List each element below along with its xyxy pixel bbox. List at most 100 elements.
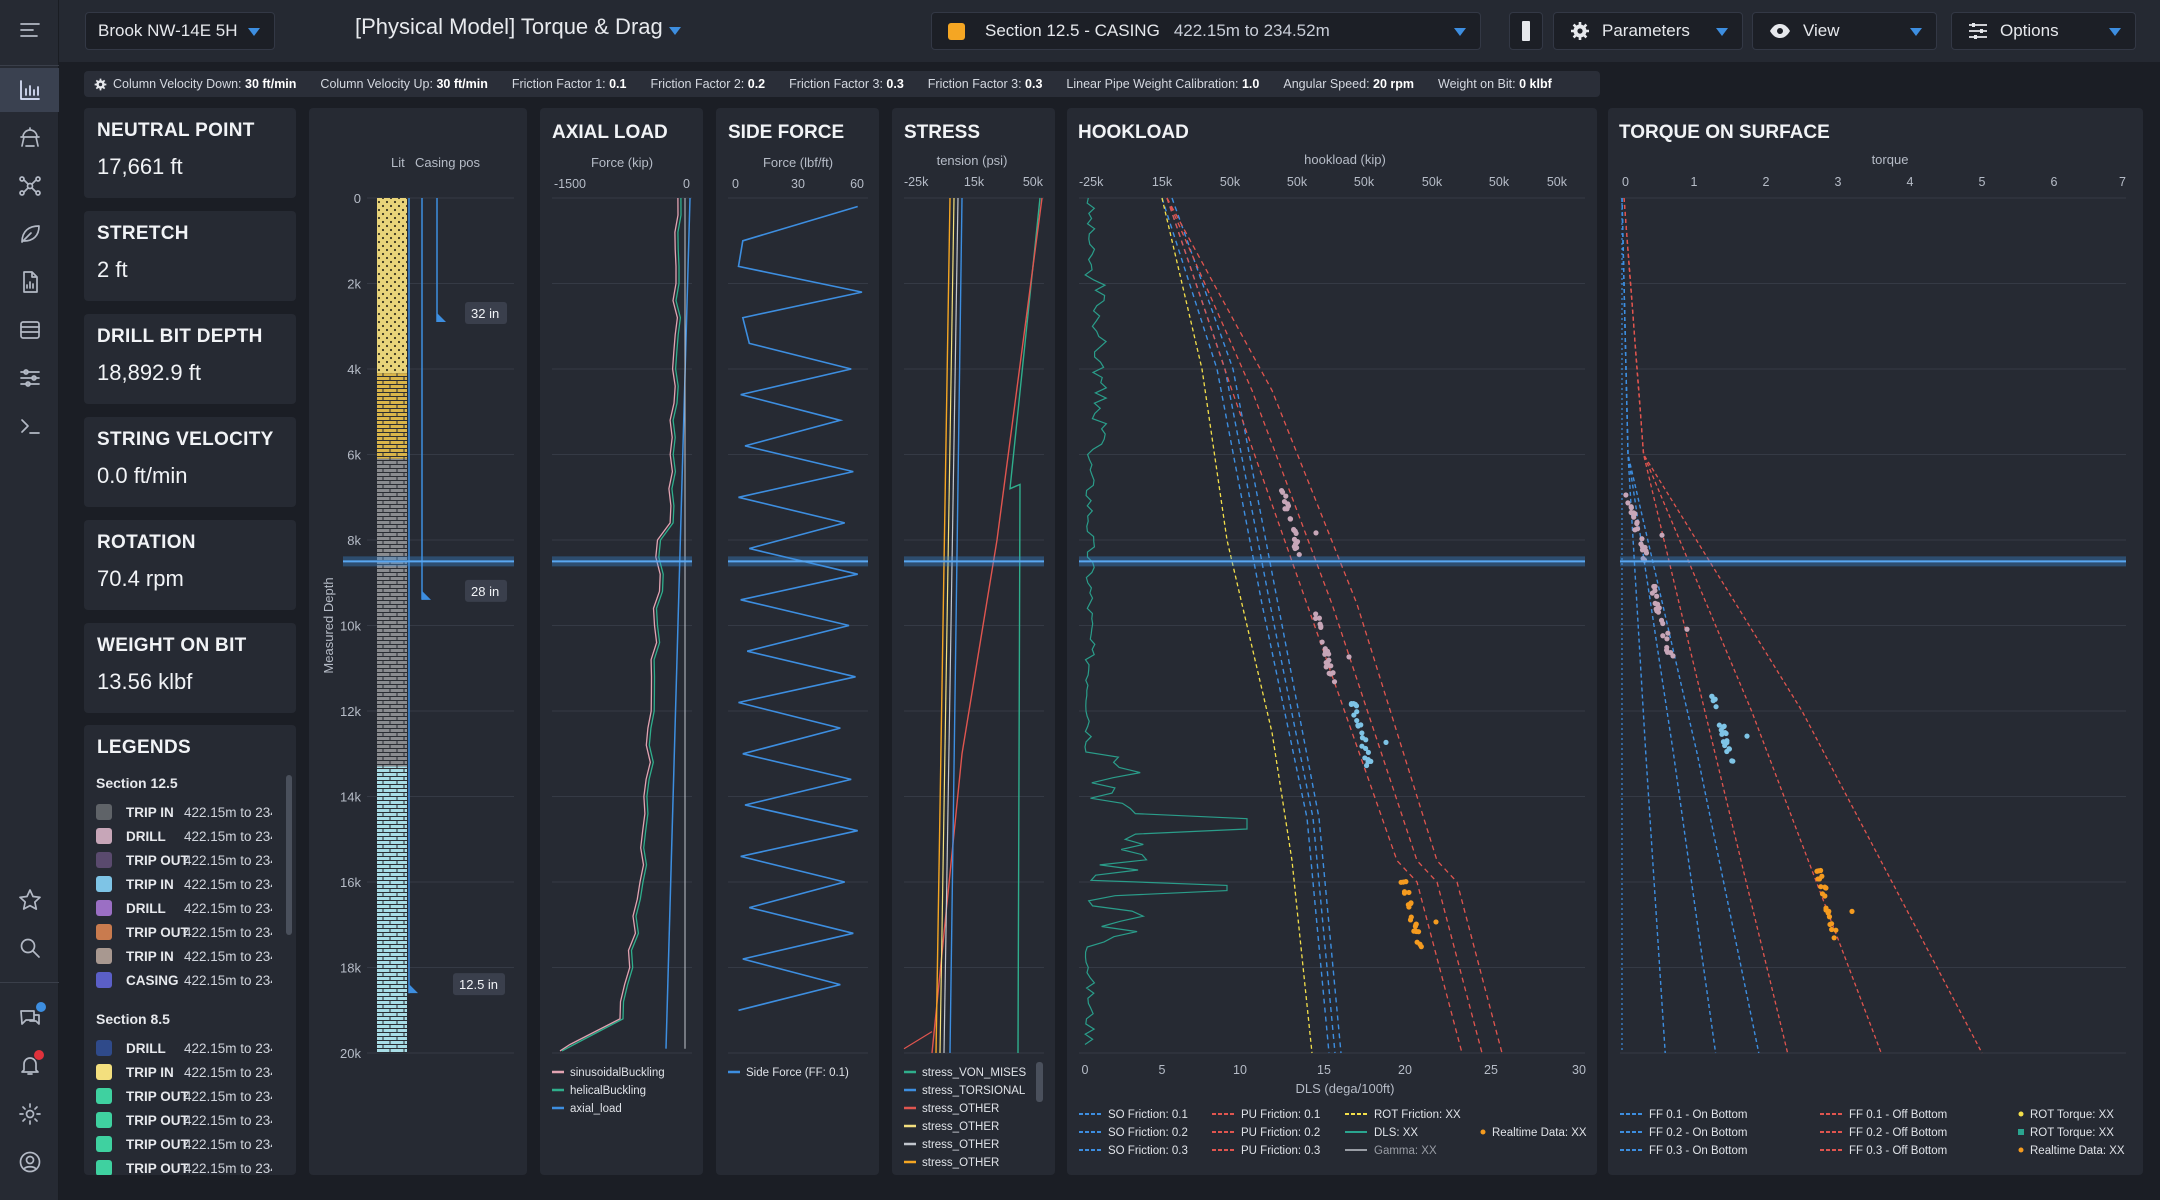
svg-text:Gamma: XX: Gamma: XX [1374,1145,1437,1157]
x-tick-label: 30 [1572,1063,1586,1077]
search-icon[interactable] [10,928,50,968]
title-chevron-down-icon[interactable] [669,27,681,35]
legend-item[interactable]: CASING 422.15m to 234.52m [96,970,272,990]
document-chart-icon[interactable] [10,262,50,302]
legend-entry: axial_load [552,1103,622,1115]
parameter-value: 0.3 [886,77,904,91]
legend-entry: PU Friction: 0.1 [1212,1109,1320,1121]
legend-item[interactable]: DRILL 422.15m to 234.52m [96,898,272,918]
casing-shoe [437,312,446,322]
legend-entry: stress_OTHER [904,1121,999,1133]
realtime-point [1281,498,1288,505]
axis-label: tension (psi) [937,153,1008,168]
parameter-value: 30 ft/min [245,77,297,91]
legend-range: 422.15m to 234.52m [184,1088,272,1104]
rig-icon[interactable] [10,118,50,158]
x-tick-label: 0 [683,177,690,191]
axis-label: torque [1872,152,1909,167]
realtime-point [1319,639,1325,645]
menu-icon[interactable] [10,10,50,50]
legend-item[interactable]: TRIP IN 422.15m to 234.52m [96,874,272,894]
options-dropdown[interactable]: Options [1951,12,2136,50]
depth-tick-label: 12k [340,704,361,719]
side-force-chart: SIDE FORCE Force (lbf/ft) 0 30 60 Side Force … [728,122,868,1079]
chart-title: STRESS [904,122,980,143]
parameter-value: 20 rpm [1373,77,1415,91]
parameter-value: 30 ft/min [436,77,488,91]
legend-entry: stress_VON_MISES [904,1067,1026,1079]
chart-icon[interactable] [0,68,59,112]
chart-title: SIDE FORCE [728,122,844,143]
parameters-dropdown[interactable]: Parameters [1553,12,1743,50]
chevron-down-icon [1454,28,1466,36]
sliders-icon[interactable] [10,358,50,398]
legend-scrollbar [1036,1062,1043,1102]
section-selector[interactable]: Section 12.5 - CASING 422.15m to 234.52m [931,12,1481,50]
legend-entry: SO Friction: 0.2 [1079,1127,1188,1139]
legend-section-title: Section 8.5 [96,1011,170,1027]
stat-label: ROTATION [97,532,196,553]
legend-range: 422.15m to 234.52m [184,828,272,844]
section-label: Section 12.5 - CASING [985,21,1160,40]
legend-item[interactable]: TRIP IN 422.15m to 234.52m [96,946,272,966]
legend-item[interactable]: DRILL 422.15m to 234.52m [96,826,272,846]
realtime-point [1664,636,1670,642]
svg-text:ROT Friction: XX: ROT Friction: XX [1374,1109,1461,1121]
parameter-value: 1.0 [1241,77,1260,91]
well-selector[interactable]: Brook NW-14E 5H [85,12,275,50]
stat-card: ROTATION 70.4 rpm [84,520,296,610]
legend-item[interactable]: DRILL 422.15m to 234.52m [96,1038,272,1058]
bell-icon[interactable] [10,1046,50,1086]
series-line [665,197,691,1049]
realtime-point [1826,908,1832,914]
chat-icon[interactable] [10,998,50,1038]
svg-text:ROT Torque: XX: ROT Torque: XX [2030,1127,2114,1139]
svg-text:28 in: 28 in [471,584,499,599]
legend-swatch [96,924,112,940]
chevron-down-icon [2109,28,2121,36]
legend-swatch [96,1112,112,1128]
star-icon[interactable] [10,880,50,920]
toggle-panel-button[interactable] [1509,12,1543,50]
realtime-point [1724,740,1730,746]
realtime-point [1414,939,1420,945]
x-tick-label: 0 [732,177,739,191]
realtime-point [1398,879,1404,885]
parameter-strip[interactable]: Column Velocity Down: 30 ft/min Column Ve… [84,71,1600,97]
database-icon[interactable] [10,310,50,350]
legend-entry: FF 0.1 - Off Bottom [1820,1109,1947,1121]
realtime-point [1816,876,1823,882]
account-icon[interactable] [10,1142,50,1182]
legend-range: 422.15m to 234.52m [184,924,272,940]
legend-item[interactable]: TRIP IN 422.15m to 234.52m [96,802,272,822]
legend-item[interactable]: TRIP IN 422.15m to 234.52m [96,1062,272,1082]
realtime-point [1323,648,1329,654]
network-icon[interactable] [10,166,50,206]
realtime-point [1659,532,1665,538]
realtime-point [1363,762,1370,769]
realtime-point [1654,608,1660,614]
legends-scrollbar[interactable] [286,775,292,935]
casing-label: 28 in [465,579,507,602]
leaf-icon[interactable] [10,214,50,254]
stat-card: DRILL BIT DEPTH 18,892.9 ft [84,314,296,404]
x-tick-label: 4 [1907,175,1914,189]
series-line [903,1031,933,1050]
realtime-point [1831,935,1837,941]
legends-title: LEGENDS [97,737,191,758]
realtime-point [1822,884,1828,890]
legend-entry: Realtime Data: XX [2018,1145,2125,1157]
realtime-point [1283,493,1289,499]
realtime-point [1313,530,1319,536]
realtime-point [1296,551,1302,558]
view-dropdown[interactable]: View [1752,12,1937,50]
gear-icon[interactable] [10,1094,50,1134]
terminal-icon[interactable] [10,406,50,446]
legend-entry: FF 0.3 - Off Bottom [1820,1145,1947,1157]
